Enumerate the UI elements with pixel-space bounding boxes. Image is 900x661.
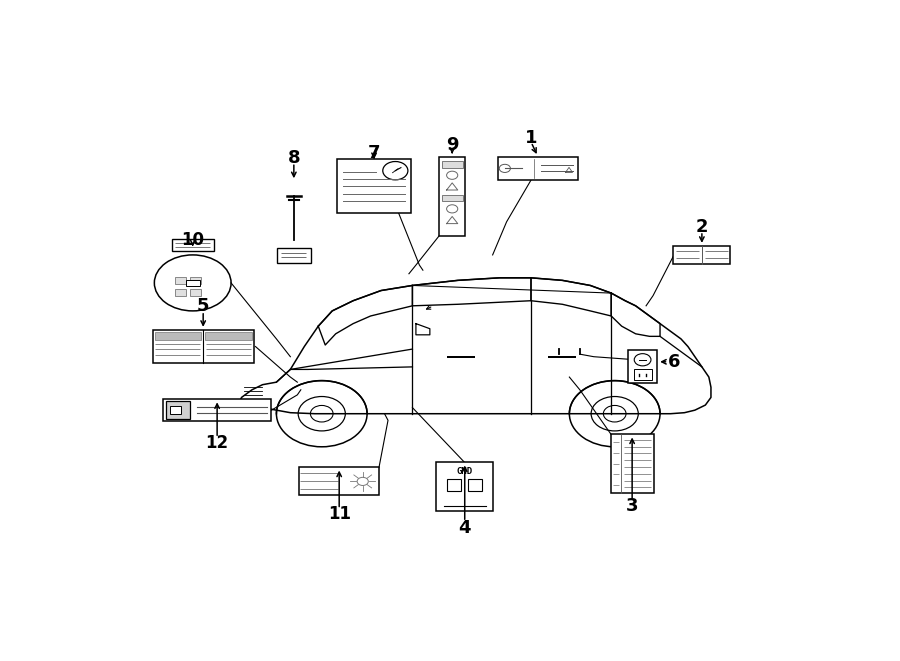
Bar — [439, 157, 465, 236]
Bar — [190, 278, 201, 284]
Bar — [468, 479, 482, 490]
Text: 3: 3 — [626, 497, 638, 515]
Text: 10: 10 — [181, 231, 204, 249]
Text: 12: 12 — [205, 434, 229, 452]
Bar — [190, 288, 201, 295]
Text: 1: 1 — [525, 129, 537, 147]
Bar — [153, 330, 254, 363]
Bar — [338, 159, 410, 213]
Text: 9: 9 — [446, 136, 458, 155]
Text: 11: 11 — [328, 506, 351, 524]
Bar — [610, 434, 653, 493]
Bar — [498, 157, 578, 180]
Bar — [277, 249, 310, 262]
Bar — [673, 246, 731, 264]
Text: 2: 2 — [696, 218, 708, 236]
Text: 8: 8 — [287, 149, 301, 167]
Bar — [172, 239, 213, 251]
Bar — [299, 467, 379, 495]
Text: 5: 5 — [197, 297, 210, 315]
Text: 4: 4 — [458, 520, 471, 537]
Bar — [628, 350, 657, 383]
Bar — [442, 161, 463, 168]
Bar — [175, 278, 185, 284]
Bar — [175, 288, 185, 295]
Bar — [442, 194, 463, 201]
Bar — [447, 479, 461, 490]
Bar — [163, 399, 271, 421]
Bar — [166, 401, 190, 419]
Bar — [436, 462, 493, 511]
Bar — [170, 406, 181, 414]
Bar — [155, 332, 201, 340]
Bar — [634, 369, 652, 379]
Text: 7: 7 — [368, 144, 381, 162]
Bar — [185, 280, 200, 286]
Bar — [205, 332, 252, 340]
Text: 6: 6 — [668, 353, 680, 371]
Text: GND: GND — [456, 467, 472, 477]
